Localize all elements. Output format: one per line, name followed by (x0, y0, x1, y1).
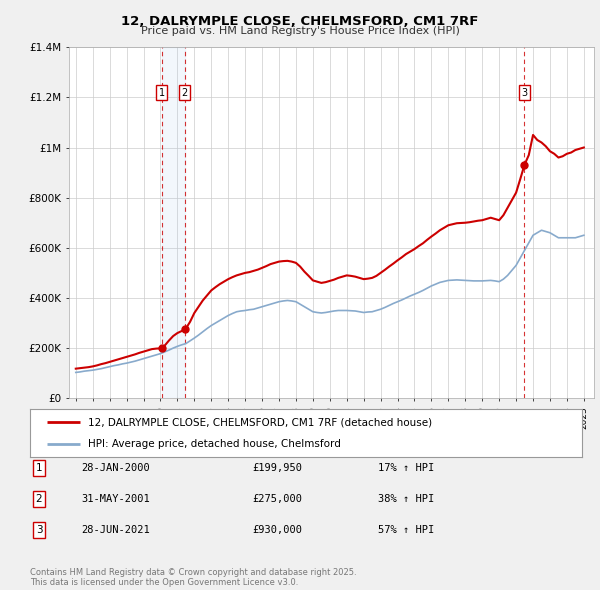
Text: Contains HM Land Registry data © Crown copyright and database right 2025.
This d: Contains HM Land Registry data © Crown c… (30, 568, 356, 587)
Text: £275,000: £275,000 (252, 494, 302, 504)
Text: 12, DALRYMPLE CLOSE, CHELMSFORD, CM1 7RF (detached house): 12, DALRYMPLE CLOSE, CHELMSFORD, CM1 7RF… (88, 417, 432, 427)
Text: £199,950: £199,950 (252, 463, 302, 473)
Text: 28-JUN-2021: 28-JUN-2021 (81, 526, 150, 535)
Text: 28-JAN-2000: 28-JAN-2000 (81, 463, 150, 473)
Text: Price paid vs. HM Land Registry's House Price Index (HPI): Price paid vs. HM Land Registry's House … (140, 26, 460, 36)
Text: 2: 2 (181, 88, 188, 98)
Text: 17% ↑ HPI: 17% ↑ HPI (378, 463, 434, 473)
Bar (162, 47, 185, 398)
Text: 31-MAY-2001: 31-MAY-2001 (81, 494, 150, 504)
Text: 38% ↑ HPI: 38% ↑ HPI (378, 494, 434, 504)
Text: 3: 3 (35, 526, 43, 535)
Text: 3: 3 (521, 88, 527, 98)
Text: 57% ↑ HPI: 57% ↑ HPI (378, 526, 434, 535)
Text: £930,000: £930,000 (252, 526, 302, 535)
Text: HPI: Average price, detached house, Chelmsford: HPI: Average price, detached house, Chel… (88, 439, 341, 449)
Text: 1: 1 (159, 88, 165, 98)
Text: 2: 2 (35, 494, 43, 504)
Text: 1: 1 (35, 463, 43, 473)
Text: 12, DALRYMPLE CLOSE, CHELMSFORD, CM1 7RF: 12, DALRYMPLE CLOSE, CHELMSFORD, CM1 7RF (121, 15, 479, 28)
